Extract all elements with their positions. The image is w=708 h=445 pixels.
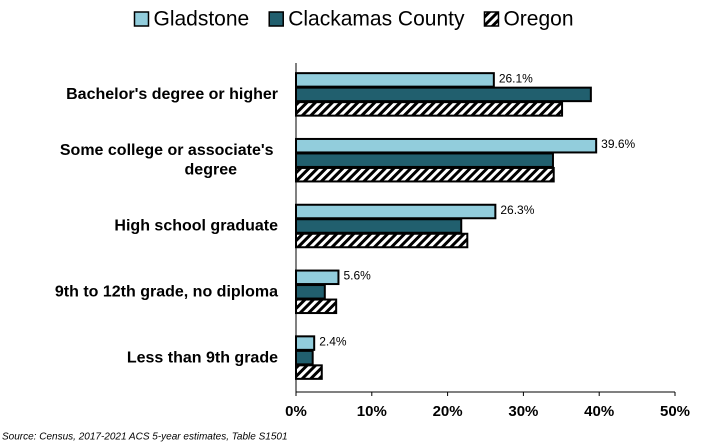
bar xyxy=(295,137,598,154)
x-tick-label: 30% xyxy=(508,403,538,420)
bar xyxy=(295,335,316,351)
bar xyxy=(295,232,469,249)
bar xyxy=(295,166,555,183)
value-label: 26.1% xyxy=(499,71,533,85)
bar xyxy=(295,218,463,234)
x-tick-label: 10% xyxy=(357,403,387,420)
value-label: 39.6% xyxy=(601,137,635,151)
category-label: Bachelor's degree or higher xyxy=(66,86,278,103)
bar xyxy=(295,86,592,103)
value-label: 5.6% xyxy=(343,269,371,283)
x-tick-label: 0% xyxy=(285,403,307,420)
value-label: 26.3% xyxy=(500,203,534,217)
category-label: 9th to 12th grade, no diploma xyxy=(55,284,278,301)
bar xyxy=(295,364,323,380)
bar xyxy=(295,298,338,315)
category-label: Some college or associate's degree xyxy=(60,142,278,178)
legend-swatch xyxy=(133,11,150,27)
x-tick-label: 50% xyxy=(660,403,690,420)
x-tick-label: 40% xyxy=(584,403,614,420)
value-label: 2.4% xyxy=(319,335,347,349)
bar xyxy=(295,284,326,300)
x-tick-label: 20% xyxy=(433,403,463,420)
category-label: High school graduate xyxy=(114,218,278,235)
bar xyxy=(295,269,340,286)
legend-label: Gladstone xyxy=(153,8,249,31)
bar xyxy=(295,152,554,168)
category-label: Less than 9th grade xyxy=(127,349,278,366)
bar xyxy=(295,349,314,366)
legend-label: Oregon xyxy=(503,8,573,31)
legend: Gladstone Clackamas County Oregon xyxy=(133,8,574,31)
source: Source: Census, 2017-2021 ACS 5-year est… xyxy=(2,432,288,443)
bar xyxy=(295,101,564,117)
legend-label: Clackamas County xyxy=(288,8,465,31)
bar xyxy=(295,72,495,88)
bar xyxy=(295,203,497,220)
legend-swatch xyxy=(268,11,284,27)
legend-swatch xyxy=(483,11,500,27)
